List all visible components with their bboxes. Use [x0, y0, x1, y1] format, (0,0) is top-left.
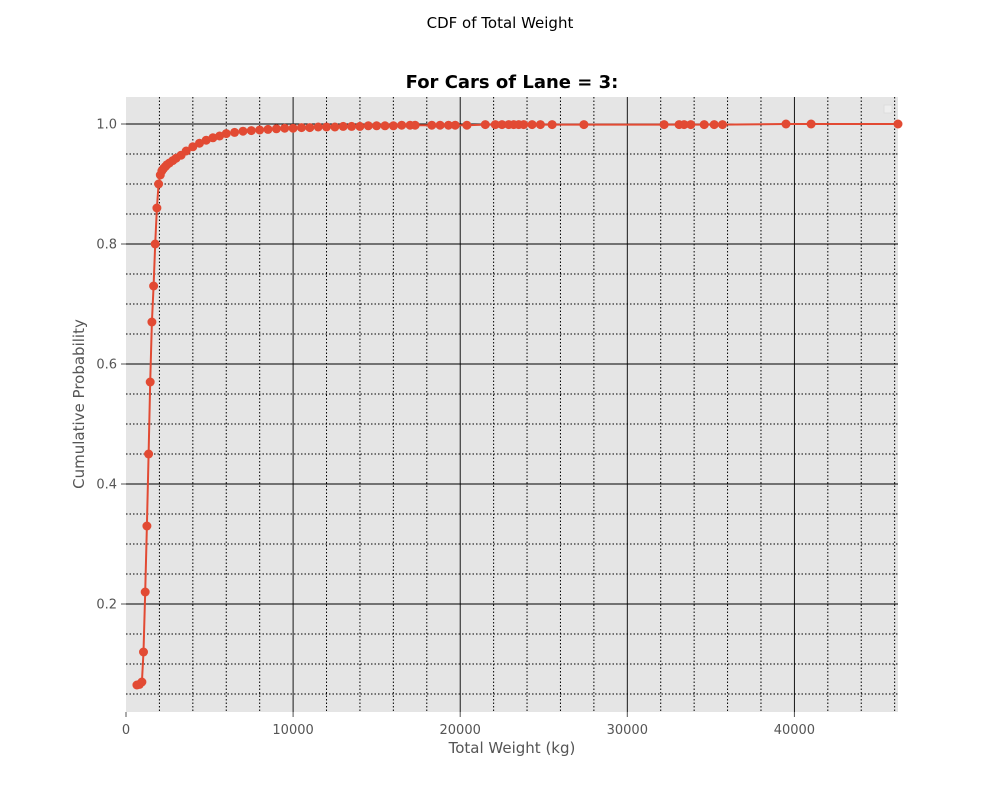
- data-point: [806, 119, 816, 129]
- data-point: [709, 120, 719, 130]
- x-tick-label: 0: [122, 723, 130, 738]
- data-point: [246, 126, 256, 136]
- data-point: [144, 449, 154, 459]
- data-point: [450, 120, 460, 130]
- data-point: [480, 120, 490, 130]
- legend-box: [883, 104, 893, 114]
- data-point: [686, 120, 696, 130]
- data-point: [238, 126, 248, 136]
- data-point: [388, 121, 398, 131]
- data-point: [679, 120, 689, 130]
- data-point: [579, 120, 589, 130]
- figure-suptitle: CDF of Total Weight: [427, 14, 574, 32]
- data-point: [699, 120, 709, 130]
- chart-title: For Cars of Lane = 3:: [406, 72, 619, 93]
- data-point: [280, 123, 290, 133]
- data-point: [338, 121, 348, 131]
- x-axis-label: Total Weight (kg): [448, 739, 576, 757]
- data-point: [490, 120, 500, 130]
- y-axis-label: Cumulative Probability: [70, 319, 88, 489]
- data-point: [893, 119, 903, 129]
- data-point: [322, 122, 331, 132]
- data-point: [255, 125, 265, 135]
- data-point: [330, 122, 340, 132]
- data-point: [263, 124, 273, 134]
- data-point: [435, 120, 445, 130]
- data-point: [547, 120, 557, 130]
- minor-grid: [126, 97, 898, 712]
- data-point: [781, 119, 791, 129]
- data-point: [659, 120, 669, 130]
- data-point: [297, 123, 306, 133]
- x-axis-ticks: 0 10000 20000 30000 40000: [122, 712, 815, 738]
- x-tick-label: 40000: [774, 723, 815, 738]
- data-point: [519, 120, 529, 130]
- data-point: [142, 521, 152, 531]
- data-point: [137, 677, 147, 687]
- y-axis-ticks: 0.2 0.4 0.6 0.8 1.0: [96, 118, 126, 613]
- data-point: [363, 121, 373, 131]
- data-point: [154, 179, 164, 189]
- data-point: [410, 120, 420, 130]
- y-tick-label: 0.6: [96, 358, 117, 373]
- data-point: [145, 377, 155, 387]
- data-point: [313, 122, 323, 132]
- x-tick-label: 20000: [440, 723, 481, 738]
- data-point: [527, 120, 537, 130]
- data-point: [195, 138, 204, 148]
- data-point: [150, 239, 160, 249]
- series-layer: [132, 119, 903, 690]
- data-point: [380, 121, 390, 131]
- y-tick-label: 0.4: [96, 478, 117, 493]
- data-point: [427, 120, 437, 130]
- plot-area: [126, 97, 898, 712]
- y-tick-label: 1.0: [96, 118, 117, 133]
- x-tick-label: 30000: [607, 723, 648, 738]
- data-point: [152, 203, 162, 213]
- data-point: [444, 120, 453, 130]
- data-point: [181, 146, 191, 156]
- data-point: [140, 587, 150, 597]
- data-point: [497, 120, 507, 130]
- data-point: [147, 317, 157, 327]
- data-point: [149, 281, 159, 291]
- data-point: [271, 124, 281, 134]
- y-tick-label: 0.2: [96, 598, 117, 613]
- data-point: [535, 120, 545, 130]
- data-point: [462, 120, 472, 130]
- data-point: [221, 129, 231, 139]
- data-point: [718, 120, 727, 130]
- y-tick-label: 0.8: [96, 238, 117, 253]
- data-point: [139, 647, 148, 657]
- data-point: [288, 123, 298, 133]
- data-point: [305, 123, 315, 133]
- data-point: [188, 142, 198, 152]
- data-point: [372, 121, 382, 131]
- x-tick-label: 10000: [272, 723, 313, 738]
- data-point: [347, 121, 357, 131]
- data-point: [355, 121, 365, 131]
- data-point: [397, 120, 407, 130]
- data-point: [230, 127, 240, 137]
